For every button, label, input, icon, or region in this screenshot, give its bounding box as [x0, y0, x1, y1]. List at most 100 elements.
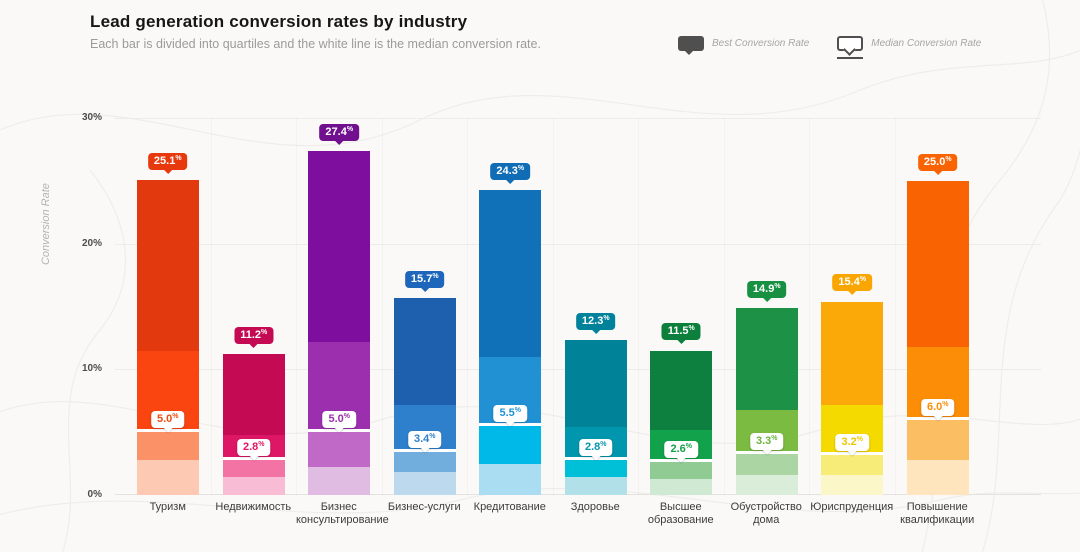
segment-0-to-q1 — [136, 459, 199, 495]
segment-0-to-q1 — [479, 463, 542, 495]
median-rate-badge: 3.2% — [835, 433, 870, 456]
outlined-tooltip-icon — [837, 36, 864, 59]
segment-q1-to-median — [393, 452, 456, 473]
best-rate-badge: 15.7% — [404, 270, 445, 292]
legend: Best Conversion Rate Median Conversion R… — [678, 36, 982, 59]
bar-column[interactable]: 14.9% 3.3% — [723, 118, 810, 495]
segment-q3-to-best — [308, 150, 371, 342]
segment-0-to-q1 — [650, 478, 713, 495]
badge-pointer — [677, 340, 686, 345]
segment-q3-to-best — [393, 297, 456, 405]
legend-item-median[interactable]: Median Conversion Rate — [837, 36, 982, 59]
gridline-30 — [115, 118, 1041, 119]
segment-0-to-q1 — [393, 472, 456, 495]
median-rate-badge: 5.0% — [322, 411, 357, 433]
bars-row: 25.1% 5.0% 11.2% 2.8% 27.4% 5.0% 15.7% 3.4% 24.3… — [125, 118, 980, 495]
segment-0-to-q1 — [222, 477, 285, 495]
segment-q3-to-best — [479, 189, 542, 357]
y-tick-20: 20% — [81, 238, 102, 249]
badge-pointer — [163, 169, 172, 174]
quartile-bar[interactable] — [393, 297, 456, 495]
bar-column[interactable]: 11.5% 2.6% — [638, 118, 724, 495]
badge-pointer — [420, 287, 429, 292]
x-axis-category-label: Повышение квалификации — [900, 501, 975, 527]
bar-column[interactable]: 24.3% 5.5% — [467, 118, 553, 495]
median-rate-badge: 3.4% — [407, 431, 442, 453]
badge-pointer — [249, 344, 258, 349]
best-rate-badge: 25.0% — [917, 153, 958, 175]
segment-0-to-q1 — [308, 467, 371, 495]
segment-q3-to-best — [650, 350, 713, 430]
segment-0-to-q1 — [821, 474, 884, 495]
quartile-bar[interactable] — [650, 350, 713, 495]
bar-column[interactable]: 25.0% 6.0% — [894, 118, 981, 495]
bar-column[interactable]: 12.3% 2.8% — [552, 118, 639, 495]
segment-q1-to-median — [906, 419, 969, 460]
median-rate-badge: 3.3% — [749, 432, 784, 454]
median-rate-badge: 2.8% — [578, 438, 613, 461]
badge-pointer — [933, 170, 942, 175]
bar-column[interactable]: 25.1% 5.0% — [125, 118, 211, 495]
median-rate-badge: 5.0% — [150, 411, 185, 433]
x-axis-category-label: Бизнес консультирование — [296, 501, 389, 527]
quartile-bar[interactable] — [479, 189, 542, 495]
best-rate-badge: 12.3% — [575, 313, 616, 335]
x-axis-category-label: Обустройство дома — [730, 501, 802, 527]
segment-q3-to-best — [906, 180, 969, 347]
quartile-bar[interactable] — [906, 180, 969, 495]
segment-q1-to-median — [564, 459, 627, 478]
y-tick-30: 30% — [81, 112, 102, 123]
median-rate-badge: 2.8% — [236, 438, 271, 461]
quartile-bar[interactable] — [821, 301, 884, 495]
median-rate-badge: 5.5% — [493, 404, 528, 427]
y-tick-10: 10% — [81, 363, 102, 374]
segment-q1-to-median — [650, 462, 713, 479]
bar-column[interactable]: 27.4% 5.0% — [296, 118, 382, 495]
quartile-bar[interactable] — [222, 354, 285, 495]
segment-0-to-q1 — [906, 459, 969, 495]
x-axis-category-label: Бизнес-услуги — [387, 501, 461, 513]
legend-label-best: Best Conversion Rate — [712, 38, 810, 49]
legend-item-best[interactable]: Best Conversion Rate — [678, 36, 810, 55]
median-rate-badge: 2.6% — [664, 441, 699, 463]
segment-q1-to-median — [136, 432, 199, 460]
segment-0-to-q1 — [735, 474, 798, 495]
y-axis-title: Conversion Rate — [40, 183, 52, 266]
segment-0-to-q1 — [564, 477, 627, 495]
best-rate-badge: 24.3% — [490, 162, 531, 184]
best-rate-badge: 25.1% — [147, 152, 188, 174]
segment-q3-to-best — [821, 301, 884, 405]
segment-q3-to-best — [735, 307, 798, 410]
legend-label-median: Median Conversion Rate — [871, 38, 982, 49]
x-axis-category-label: Юриспруденция — [810, 501, 894, 513]
best-rate-badge: 11.5% — [661, 323, 701, 345]
best-rate-badge: 14.9% — [746, 280, 787, 302]
badge-pointer — [591, 330, 600, 335]
best-rate-badge: 27.4% — [319, 123, 360, 145]
segment-q3-to-best — [222, 354, 285, 435]
segment-q1-to-median — [735, 453, 798, 475]
x-axis-category-label: Здоровье — [570, 501, 620, 513]
plot-area: 25.1% 5.0% 11.2% 2.8% 27.4% 5.0% 15.7% 3.4% 24.3… — [115, 118, 1041, 495]
chart-title: Lead generation conversion rates by indu… — [90, 12, 468, 31]
median-rate-badge: 6.0% — [920, 398, 955, 421]
quartile-bar[interactable] — [564, 340, 627, 495]
best-rate-badge: 11.2% — [234, 327, 274, 349]
filled-tooltip-icon — [678, 36, 704, 55]
x-axis-category-label: Туризм — [149, 501, 186, 513]
bar-column[interactable]: 15.4% 3.2% — [809, 118, 895, 495]
best-rate-badge: 15.4% — [832, 274, 873, 296]
bar-column[interactable]: 11.2% 2.8% — [210, 118, 297, 495]
quartile-bar[interactable] — [308, 150, 371, 495]
segment-q1-to-median — [479, 425, 542, 464]
segment-q1-to-median — [308, 432, 371, 468]
quartile-bar[interactable] — [735, 307, 798, 495]
badge-pointer — [762, 297, 771, 302]
bar-column[interactable]: 15.7% 3.4% — [381, 118, 468, 495]
badge-pointer — [335, 140, 344, 145]
segment-q1-to-median — [821, 454, 884, 475]
x-axis-category-label: Высшее образование — [647, 501, 714, 527]
quartile-bar[interactable] — [136, 179, 199, 495]
segment-q3-to-best — [564, 340, 627, 428]
badge-pointer — [506, 179, 515, 184]
